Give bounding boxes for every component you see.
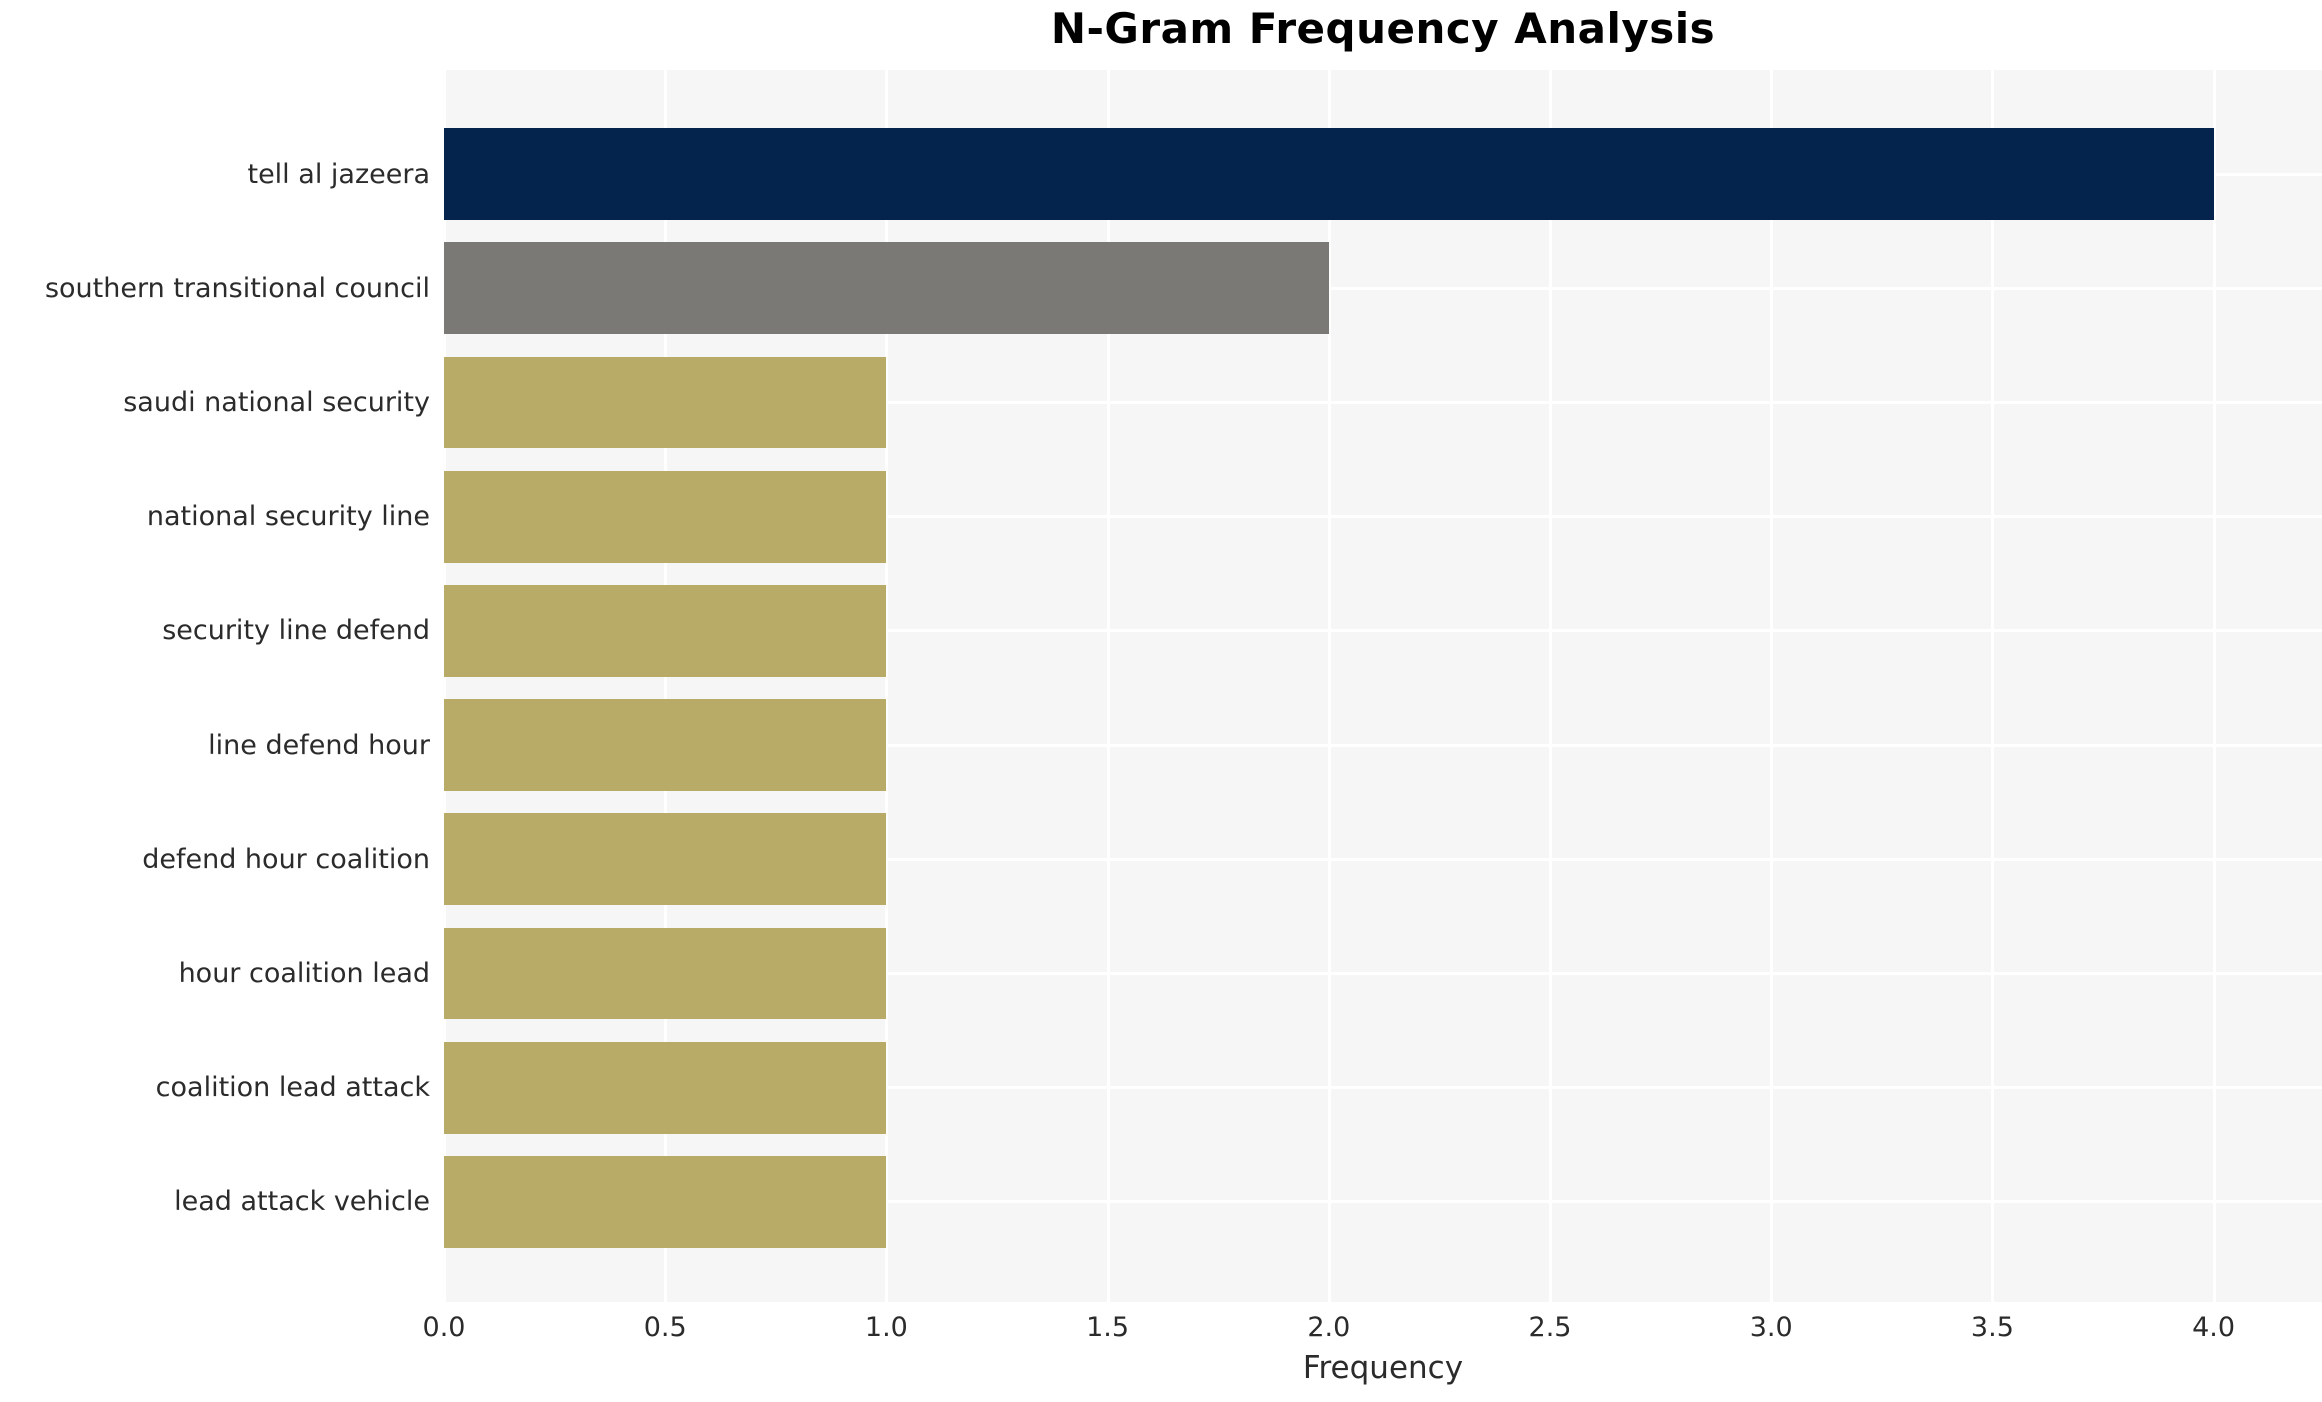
x-tick-label: 3.5 [1970,1312,2014,1343]
bar-track [444,916,2322,1030]
bar-row: tell al jazeera [0,117,2322,231]
bar [444,128,2214,221]
bar-row: line defend hour [0,688,2322,802]
x-tick-label: 3.0 [1749,1312,1793,1343]
bar-row: defend hour coalition [0,802,2322,916]
bar [444,470,887,563]
bar [444,1041,887,1134]
bar-track [444,460,2322,574]
y-tick-label: coalition lead attack [155,1072,430,1104]
bar-row: coalition lead attack [0,1031,2322,1145]
bar-track [444,231,2322,345]
gridline [443,70,446,1302]
bar [444,813,887,906]
y-tick-label: national security line [146,501,430,533]
x-tick-label: 4.0 [2192,1312,2236,1343]
bar-track [444,688,2322,802]
x-tick-label: 2.5 [1528,1312,1572,1343]
gridline [885,70,889,1302]
bar [444,356,887,449]
x-axis: 0.0 0.5 1.0 1.5 2.0 2.5 3.0 3.5 4.0 [423,1302,2322,1348]
x-tick-label: 2.0 [1307,1312,1351,1343]
gridline [1549,70,1552,1302]
bar-row: hour coalition lead [0,916,2322,1030]
bar-track [444,802,2322,916]
bar-track [444,1031,2322,1145]
y-tick-label: saudi national security [123,387,430,418]
bar-track [444,117,2322,231]
bar-row: southern transitional council [0,231,2322,345]
bar-row: lead attack vehicle [0,1145,2322,1259]
bar-track [444,574,2322,688]
y-tick-label: hour coalition lead [178,958,430,990]
gridline [2212,70,2216,1302]
bar [444,699,887,792]
bar [444,1155,887,1248]
bar-row: national security line [0,460,2322,574]
gridline [1770,70,1774,1302]
bar-row: security line defend [0,574,2322,688]
bar-track [444,345,2322,459]
y-tick-label: tell al jazeera [247,158,430,190]
gridline [664,70,668,1302]
bar [444,242,1329,335]
bar-row: saudi national security [0,345,2322,459]
bar-track [444,1145,2322,1259]
bar [444,584,887,677]
x-tick-label: 0.0 [422,1312,466,1343]
bar [444,927,887,1020]
y-tick-label: line defend hour [208,729,430,761]
gridline [1327,70,1331,1302]
gridline [1106,70,1110,1302]
x-tick-label: 0.5 [643,1312,687,1343]
bar-rows: tell al jazeera southern transitional co… [0,117,2322,1259]
x-tick-label: 1.0 [864,1312,908,1343]
x-axis-label: Frequency [1302,1350,1464,1386]
y-tick-label: defend hour coalition [142,843,430,875]
y-tick-label: southern transitional council [44,272,430,304]
x-tick-label: 1.5 [1086,1312,1130,1343]
y-tick-label: lead attack vehicle [174,1186,430,1218]
y-tick-label: security line defend [162,615,430,647]
chart-title: N-Gram Frequency Analysis [1050,4,1716,53]
gridline [1991,70,1995,1302]
